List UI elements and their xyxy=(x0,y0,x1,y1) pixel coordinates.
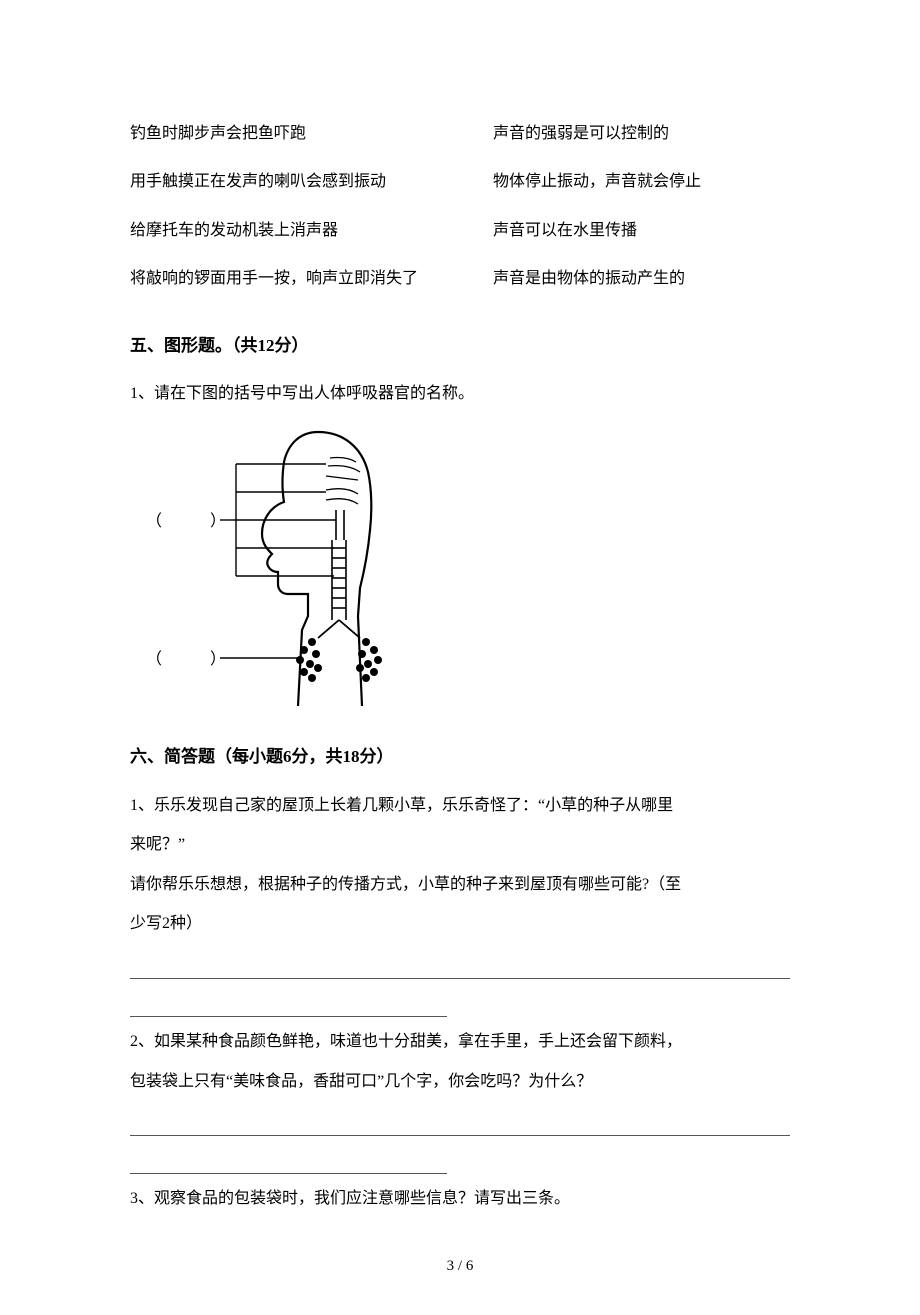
page-number: 3 / 6 xyxy=(130,1258,790,1275)
match-right-cell: 声音是由物体的振动产生的 xyxy=(493,255,790,303)
match-right-cell: 声音可以在水里传播 xyxy=(493,207,790,255)
answer-line xyxy=(130,1104,790,1136)
match-row: 将敲响的锣面用手一按，响声立即消失了 声音是由物体的振动产生的 xyxy=(130,255,790,303)
q1-line4: 少写2种） xyxy=(130,907,790,941)
diagram-label-bottom: （ ） xyxy=(146,650,226,668)
match-left-cell: 钓鱼时脚步声会把鱼吓跑 xyxy=(130,110,493,158)
q2-line2: 包装袋上只有“美味食品，香甜可口”几个字，你会吃吗？为什么？ xyxy=(130,1065,790,1099)
q1-line1: 1、乐乐发现自己家的屋顶上长着几颗小草，乐乐奇怪了：“小草的种子从哪里 xyxy=(130,789,790,823)
match-left-cell: 给摩托车的发动机装上消声器 xyxy=(130,207,493,255)
section-5-q1: 1、请在下图的括号中写出人体呼吸器官的名称。 xyxy=(130,377,790,411)
answer-line xyxy=(130,947,790,979)
q2-line1: 2、如果某种食品颜色鲜艳，味道也十分甜美，拿在手里，手上还会留下颜料， xyxy=(130,1025,790,1059)
match-right-cell: 声音的强弱是可以控制的 xyxy=(493,110,790,158)
q1-line3: 请你帮乐乐想想，根据种子的传播方式，小草的种子来到屋顶有哪些可能?（至 xyxy=(130,868,790,902)
section-6-heading: 六、简答题（每小题6分，共18分） xyxy=(130,743,790,770)
match-row: 钓鱼时脚步声会把鱼吓跑 声音的强弱是可以控制的 xyxy=(130,110,790,158)
match-left-cell: 将敲响的锣面用手一按，响声立即消失了 xyxy=(130,255,493,303)
match-left-cell: 用手触摸正在发声的喇叭会感到振动 xyxy=(130,158,493,206)
match-right-cell: 物体停止振动，声音就会停止 xyxy=(493,158,790,206)
matching-table: 钓鱼时脚步声会把鱼吓跑 声音的强弱是可以控制的 用手触摸正在发声的喇叭会感到振动… xyxy=(130,110,790,304)
respiratory-diagram: （ ） （ ） xyxy=(140,420,790,715)
q3: 3、观察食品的包装袋时，我们应注意哪些信息？请写出三条。 xyxy=(130,1182,790,1216)
respiratory-svg: （ ） （ ） xyxy=(140,420,480,710)
section-5-heading: 五、图形题。（共12分） xyxy=(130,332,790,359)
answer-line xyxy=(130,985,447,1017)
q1-line2: 来呢？” xyxy=(130,828,790,862)
diagram-label-top: （ ） xyxy=(146,512,226,530)
answer-line xyxy=(130,1142,447,1174)
match-row: 给摩托车的发动机装上消声器 声音可以在水里传播 xyxy=(130,207,790,255)
match-row: 用手触摸正在发声的喇叭会感到振动 物体停止振动，声音就会停止 xyxy=(130,158,790,206)
